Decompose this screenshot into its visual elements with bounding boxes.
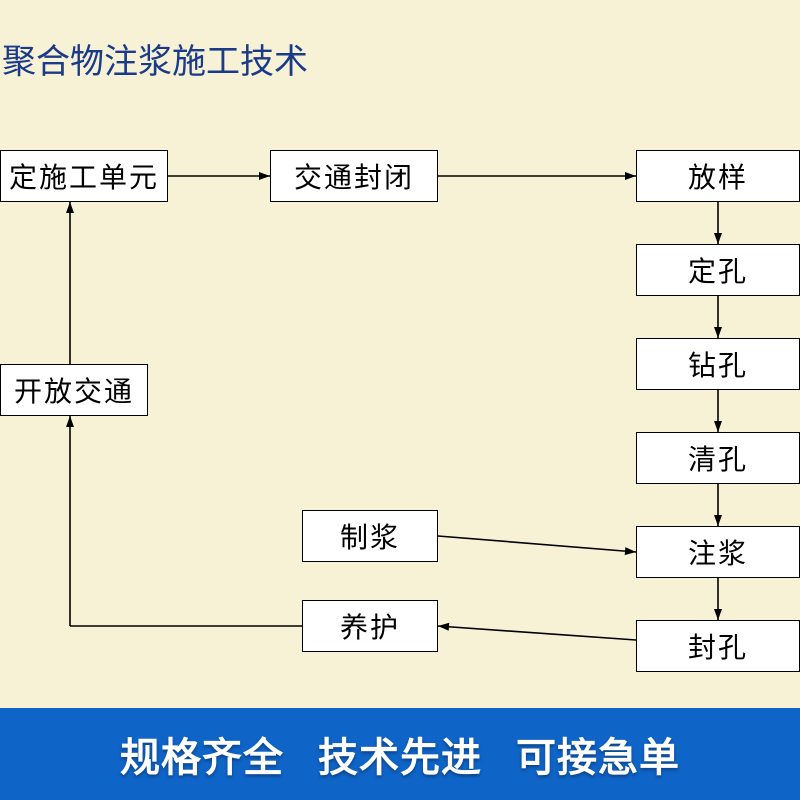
footer-tag: 技术先进 bbox=[318, 725, 482, 783]
flow-node-seal: 封孔 bbox=[636, 620, 800, 672]
footer-tag: 规格齐全 bbox=[120, 725, 284, 783]
flow-node-slurry: 制浆 bbox=[302, 510, 438, 562]
diagram-title: 聚合物注浆施工技术 bbox=[2, 34, 308, 83]
flow-node-open: 开放交通 bbox=[0, 364, 148, 416]
flow-node-clean: 清孔 bbox=[636, 432, 800, 484]
diagram-stage: 聚合物注浆施工技术 规格齐全 技术先进 可接急单 定施工单元 交通封闭 放样定孔钻孔… bbox=[0, 0, 800, 800]
flow-node-close: 交通封闭 bbox=[270, 150, 438, 202]
flow-node-unit: 定施工单元 bbox=[0, 150, 168, 202]
footer-banner: 规格齐全 技术先进 可接急单 bbox=[0, 708, 800, 800]
footer-tag: 可接急单 bbox=[516, 725, 680, 783]
flow-node-inject: 注浆 bbox=[636, 526, 800, 578]
flow-node-fixhole: 定孔 bbox=[636, 244, 800, 296]
flow-node-drill: 钻孔 bbox=[636, 338, 800, 390]
flow-node-cure: 养护 bbox=[302, 600, 438, 652]
flow-node-layout: 放样 bbox=[636, 150, 800, 202]
